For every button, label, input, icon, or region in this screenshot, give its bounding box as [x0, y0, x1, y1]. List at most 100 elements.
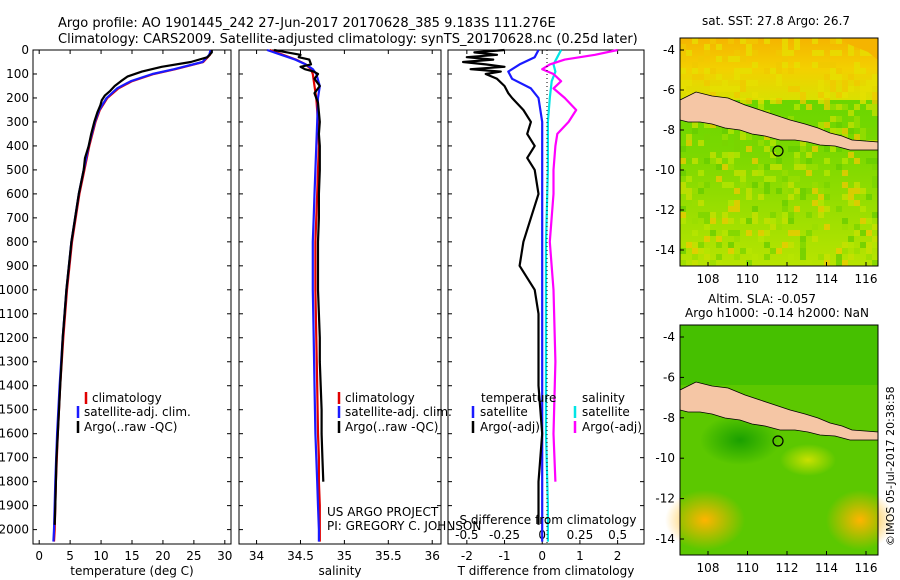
sst-pixel — [734, 86, 740, 92]
sst-pixel — [692, 74, 698, 80]
sst-pixel — [770, 248, 776, 254]
sst-pixel — [686, 176, 692, 182]
sst-pixel — [824, 62, 830, 68]
sst-pixel — [740, 98, 746, 104]
x-tick-label: 20 — [155, 549, 170, 563]
depth-tick-label: 1900 — [0, 499, 29, 513]
legend-label: Argo(..raw -QC) — [84, 420, 177, 434]
sst-pixel — [680, 248, 686, 254]
sst-pixel — [848, 110, 854, 116]
pi-annotation: PI: GREGORY C. JOHNSON — [327, 519, 481, 533]
sst-pixel — [740, 248, 746, 254]
sst-pixel — [752, 140, 758, 146]
sst-pixel — [812, 182, 818, 188]
sst-pixel — [860, 86, 866, 92]
sst-pixel — [734, 188, 740, 194]
sst-pixel — [728, 164, 734, 170]
sst-pixel — [758, 194, 764, 200]
depth-tick-label: 1200 — [0, 331, 29, 345]
sst-pixel — [866, 230, 872, 236]
sst-pixel — [842, 242, 848, 248]
sst-pixel — [836, 92, 842, 98]
sst-pixel — [680, 188, 686, 194]
sst-pixel — [812, 188, 818, 194]
sst-pixel — [704, 182, 710, 188]
depth-axis: 0 100 200 300 400 500 600 700 800 900 1000 1100 1200… — [0, 43, 644, 537]
sst-pixel — [734, 68, 740, 74]
sst-pixel — [866, 50, 872, 56]
sst-pixel — [872, 212, 878, 218]
depth-tick-label: 800 — [6, 235, 29, 249]
sst-pixel — [698, 182, 704, 188]
sst-pixel — [758, 140, 764, 146]
sst-pixel — [698, 56, 704, 62]
sst-pixel — [716, 86, 722, 92]
depth-tick-label: 300 — [6, 115, 29, 129]
sst-pixel — [836, 146, 842, 152]
java-island — [679, 381, 879, 441]
sst-pixel — [788, 50, 794, 56]
sst-pixel — [680, 86, 686, 92]
sst-pixel — [758, 236, 764, 242]
sst-pixel — [704, 212, 710, 218]
sst-pixel — [872, 80, 878, 86]
sst-pixel — [866, 194, 872, 200]
sst-map — [679, 37, 879, 267]
sst-pixel — [788, 194, 794, 200]
sst-pixel — [788, 218, 794, 224]
sst-pixel — [782, 38, 788, 44]
sst-pixel — [698, 140, 704, 146]
sst-pixel — [734, 50, 740, 56]
sst-pixel — [854, 230, 860, 236]
sst-pixel — [770, 212, 776, 218]
sst-pixel — [788, 176, 794, 182]
sst-pixel — [860, 206, 866, 212]
sst-pixel — [752, 92, 758, 98]
sst-pixel — [692, 158, 698, 164]
sst-pixel — [860, 98, 866, 104]
sst-pixel — [722, 56, 728, 62]
map-x-tick-label: 108 — [697, 561, 720, 575]
sst-pixel — [704, 134, 710, 140]
sst-pixel — [740, 182, 746, 188]
sst-pixel — [734, 200, 740, 206]
sst-pixel — [710, 260, 716, 266]
sst-pixel — [770, 224, 776, 230]
sst-pixel — [794, 104, 800, 110]
sst-pixel — [776, 68, 782, 74]
sst-pixel — [794, 158, 800, 164]
sst-pixel — [728, 182, 734, 188]
sst-pixel — [782, 188, 788, 194]
sst-pixel — [842, 182, 848, 188]
sst-pixel — [872, 176, 878, 182]
sst-pixel — [818, 92, 824, 98]
sst-pixel — [740, 86, 746, 92]
map-y-tick-label: -8 — [663, 411, 675, 425]
series-line-s-argo-adj — [541, 48, 618, 482]
sst-pixel — [680, 80, 686, 86]
sst-pixel — [854, 182, 860, 188]
sst-pixel — [824, 146, 830, 152]
sst-pixel — [836, 122, 842, 128]
sst-pixel — [806, 188, 812, 194]
map-x-tick-label: 112 — [776, 561, 799, 575]
sst-pixel — [788, 254, 794, 260]
sst-pixel — [824, 254, 830, 260]
sst-pixel — [728, 248, 734, 254]
sst-pixel — [698, 74, 704, 80]
sst-pixel — [764, 146, 770, 152]
sst-pixel — [764, 38, 770, 44]
sst-pixel — [686, 92, 692, 98]
sst-pixel — [686, 140, 692, 146]
sst-pixel — [842, 80, 848, 86]
sst-pixel — [716, 176, 722, 182]
sst-pixel — [740, 134, 746, 140]
x2-tick-label: 0.5 — [608, 528, 627, 542]
legend-label: satellite — [582, 405, 630, 419]
sst-pixel — [698, 188, 704, 194]
sst-pixel — [782, 218, 788, 224]
x2-tick-label: 0.25 — [567, 528, 594, 542]
map-y-tick-label: -10 — [655, 451, 675, 465]
sst-pixel — [734, 170, 740, 176]
